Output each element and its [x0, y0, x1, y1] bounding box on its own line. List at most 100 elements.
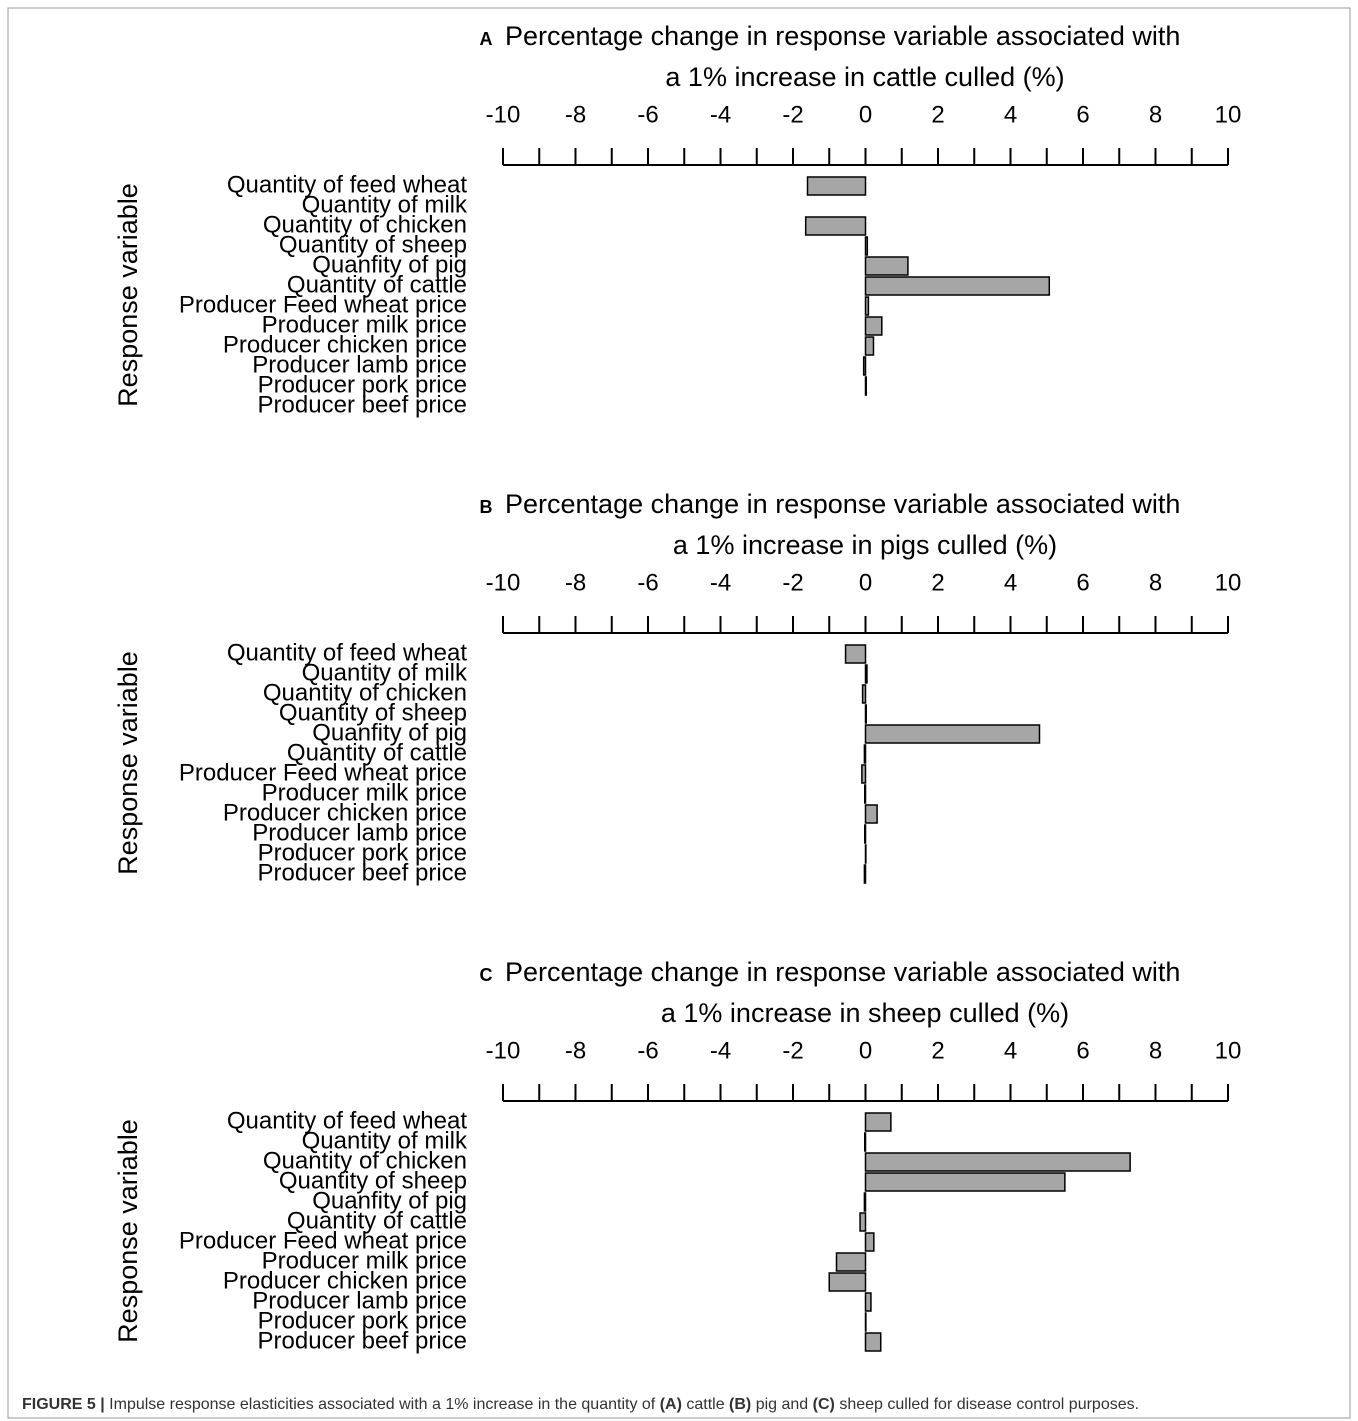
caption-part: (B) [729, 1396, 751, 1413]
bar [863, 1192, 867, 1212]
x-tick-label: 0 [859, 101, 872, 128]
x-tick-label: -2 [782, 101, 803, 128]
chart-title: a 1% increase in pigs culled (%) [673, 530, 1057, 560]
x-tick-label: -6 [637, 569, 658, 596]
y-tick-label: Producer Feed wheat price [179, 291, 467, 318]
x-tick-label: -10 [486, 569, 521, 596]
y-tick-label: Quantity of chicken [263, 1147, 467, 1174]
caption-part: FIGURE 5 | [22, 1396, 105, 1413]
x-tick-label: 10 [1215, 101, 1242, 128]
y-tick-label: Producer milk price [262, 311, 467, 338]
y-tick-label: Quantity of sheep [279, 699, 467, 726]
bar [862, 356, 867, 376]
x-tick-label: -4 [710, 569, 731, 596]
bar [864, 724, 1041, 744]
y-tick-label: Quanfity of pig [312, 1187, 467, 1214]
y-tick-label: Quantity of sheep [279, 231, 467, 258]
bar [864, 1332, 882, 1352]
chart-title: Percentage change in response variable a… [505, 957, 1180, 987]
bar [864, 824, 867, 844]
x-tick-label: 4 [1004, 101, 1017, 128]
bar [844, 644, 867, 664]
x-tick-label: 10 [1215, 1037, 1242, 1064]
y-tick-label: Producer chicken price [223, 1267, 467, 1294]
y-tick-label: Producer beef price [258, 1327, 467, 1354]
x-tick-label: 0 [859, 569, 872, 596]
x-tick-label: -2 [782, 1037, 803, 1064]
x-tick-label: 8 [1149, 101, 1162, 128]
x-tick-label: -4 [710, 101, 731, 128]
y-tick-label: Quantity of cattle [287, 271, 467, 298]
caption-part: Impulse response elasticities associated… [105, 1396, 660, 1413]
x-tick-label: 8 [1149, 569, 1162, 596]
bar [864, 1172, 1066, 1192]
x-tick-label: 10 [1215, 569, 1242, 596]
bar [859, 1212, 867, 1232]
bar [864, 256, 909, 276]
chart-title: Percentage change in response variable a… [505, 21, 1180, 51]
y-tick-label: Producer pork price [258, 1307, 467, 1334]
y-tick-label: Quantity of sheep [279, 1167, 467, 1194]
x-tick-label: 6 [1076, 101, 1089, 128]
x-tick-label: -2 [782, 569, 803, 596]
bar [863, 744, 867, 764]
bar [806, 176, 867, 196]
x-tick-label: 2 [931, 1037, 944, 1064]
y-tick-label: Producer chicken price [223, 799, 467, 826]
y-tick-label: Quantity of feed wheat [227, 171, 467, 198]
bar [861, 764, 867, 784]
caption-part: pig and [751, 1396, 812, 1413]
x-tick-label: -8 [565, 569, 586, 596]
x-tick-label: 6 [1076, 569, 1089, 596]
x-tick-label: -4 [710, 1037, 731, 1064]
y-tick-label: Quantity of milk [302, 1127, 468, 1154]
y-tick-label: Producer Feed wheat price [179, 1227, 467, 1254]
bar [864, 376, 867, 396]
bar [864, 296, 870, 316]
panel-label: C [480, 965, 493, 985]
y-tick-label: Producer pork price [258, 371, 467, 398]
y-tick-label: Producer lamb price [252, 1287, 467, 1314]
y-tick-label: Quantity of cattle [287, 739, 467, 766]
caption: FIGURE 5 | Impulse response elasticities… [22, 1396, 1139, 1413]
x-tick-label: 2 [931, 101, 944, 128]
y-tick-label: Quanfity of pig [312, 251, 467, 278]
bar [864, 784, 867, 804]
bar [864, 1292, 872, 1312]
y-tick-label: Producer lamb price [252, 351, 467, 378]
x-tick-label: 6 [1076, 1037, 1089, 1064]
y-axis-label: Response variable [113, 1119, 143, 1343]
bar [864, 1232, 875, 1252]
bar [864, 1132, 867, 1152]
y-tick-label: Quantity of cattle [287, 1207, 467, 1234]
bar [864, 236, 869, 256]
y-axis-label: Response variable [113, 183, 143, 407]
y-tick-label: Producer lamb price [252, 819, 467, 846]
bar [861, 684, 867, 704]
bar [864, 1152, 1131, 1172]
caption-part: sheep culled for disease control purpose… [835, 1396, 1139, 1413]
caption-part: (A) [660, 1396, 682, 1413]
panel-label: A [480, 29, 493, 49]
x-tick-label: -6 [637, 101, 658, 128]
x-tick-label: -8 [565, 1037, 586, 1064]
y-tick-label: Quantity of chicken [263, 211, 467, 238]
x-tick-label: -6 [637, 1037, 658, 1064]
bar [864, 804, 878, 824]
bar [804, 216, 867, 236]
y-tick-label: Producer pork price [258, 839, 467, 866]
y-tick-label: Quantity of milk [302, 659, 468, 686]
x-tick-label: 4 [1004, 1037, 1017, 1064]
bar [835, 1252, 867, 1272]
caption-part: cattle [682, 1396, 729, 1413]
x-tick-label: 0 [859, 1037, 872, 1064]
y-tick-label: Producer beef price [258, 391, 467, 418]
y-tick-label: Producer beef price [258, 859, 467, 886]
chart-title: Percentage change in response variable a… [505, 489, 1180, 519]
bar [864, 704, 867, 724]
chart-title: a 1% increase in sheep culled (%) [661, 998, 1069, 1028]
x-tick-label: -10 [486, 1037, 521, 1064]
y-tick-label: Producer milk price [262, 1247, 467, 1274]
